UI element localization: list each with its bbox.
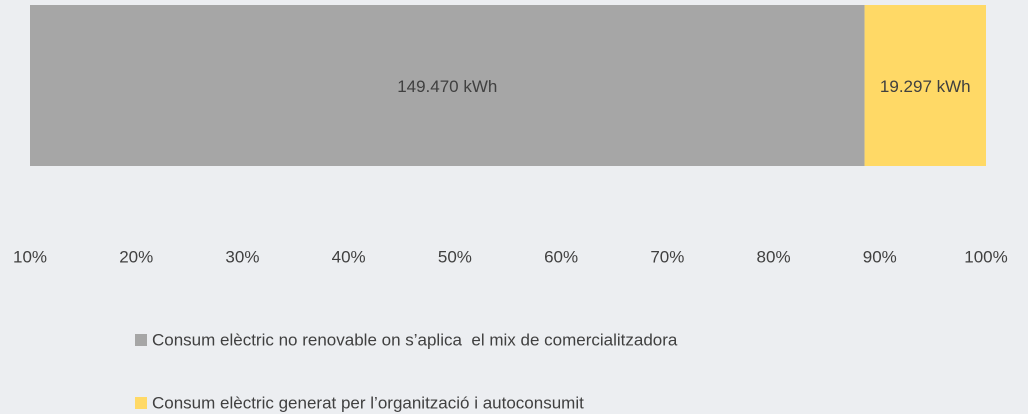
x-tick-label: 100% [964, 247, 1007, 266]
x-tick-label: 20% [119, 247, 153, 266]
x-tick-label: 80% [757, 247, 791, 266]
x-tick-label: 70% [650, 247, 684, 266]
bar-segment [30, 5, 865, 166]
data-label: 149.470 kWh [397, 77, 497, 96]
x-tick-label: 60% [544, 247, 578, 266]
x-tick-label: 40% [332, 247, 366, 266]
x-tick-label: 30% [225, 247, 259, 266]
data-label: 19.297 kWh [880, 77, 971, 96]
bar-area [30, 5, 986, 166]
x-tick-label: 90% [863, 247, 897, 266]
x-tick-label: 50% [438, 247, 472, 266]
x-tick-label: 10% [13, 247, 47, 266]
bar-segment [864, 5, 986, 166]
legend-label: Consum elèctric generat per l’organitzac… [152, 393, 584, 412]
legend-label: Consum elèctric no renovable on s’aplica… [152, 330, 678, 349]
legend-marker [135, 397, 147, 409]
legend-marker [135, 334, 147, 346]
